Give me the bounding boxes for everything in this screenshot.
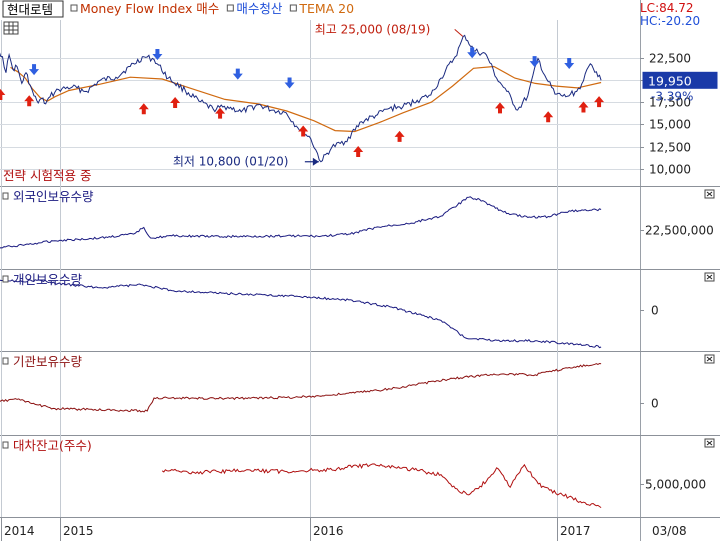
- panel-title-marker: [2, 357, 9, 365]
- hc-label: HC:-20.20: [640, 14, 700, 28]
- high-annotation: 최고 25,000 (08/19): [315, 22, 431, 36]
- last-price-box: [642, 71, 718, 89]
- low-annotation-arrowhead: [312, 157, 319, 166]
- buy-signal-arrow: [298, 125, 309, 137]
- buy-signal-arrow: [353, 145, 364, 157]
- tema-20-line: [10, 65, 602, 133]
- panel-line-individual: [0, 279, 602, 349]
- price-line: [0, 34, 602, 163]
- sell-signal-arrow: [232, 68, 243, 80]
- sell-signal-arrow: [284, 77, 295, 89]
- lc-label: LC:84.72: [640, 1, 693, 15]
- buy-signal-arrow: [394, 130, 405, 142]
- change-label: -3.39%: [651, 89, 693, 103]
- price-y-tick-label: 15,000: [649, 118, 691, 132]
- legend-item-label: Money Flow Index 매수: [80, 1, 219, 16]
- x-tick-label: 2017: [560, 524, 591, 538]
- price-y-tick-label: 17,500: [649, 96, 691, 110]
- buy-signal-arrow: [543, 111, 554, 123]
- close-icon-stroke: [706, 356, 713, 362]
- sell-signal-arrow: [152, 49, 163, 61]
- x-tick-label: 2016: [313, 524, 344, 538]
- panel-title-individual: 개인보유수량: [13, 272, 83, 287]
- panel-y-tick-label: 22,500,000: [645, 224, 714, 238]
- close-icon-stroke: [706, 191, 713, 197]
- panel-y-tick-label: 0: [651, 397, 659, 411]
- close-icon-stroke: [706, 440, 713, 446]
- high-annotation-arrow: [454, 28, 464, 37]
- price-y-tick-label: 22,500: [649, 52, 691, 66]
- buy-signal-arrow: [138, 103, 149, 115]
- legend-marker: [226, 4, 234, 12]
- close-icon-stroke: [706, 274, 713, 280]
- sell-signal-arrow: [467, 47, 478, 59]
- panel-y-tick-label: 0: [651, 304, 659, 318]
- panel-title-marker: [2, 275, 9, 283]
- panel-title-marker: [2, 192, 9, 200]
- signal-layer: [0, 47, 605, 157]
- strategy-status-text: 전략 시험적용 중: [3, 168, 91, 183]
- sell-signal-arrow: [529, 56, 540, 68]
- panel-title-foreign: 외국인보유수량: [13, 189, 94, 204]
- panel-close-button[interactable]: [704, 272, 715, 282]
- legend-item-label: TEMA 20: [298, 1, 354, 16]
- buy-signal-arrow: [495, 102, 505, 114]
- last-price-label: 19,950: [648, 73, 692, 88]
- x-end-label: 03/08: [652, 524, 687, 538]
- sell-signal-arrow: [564, 57, 575, 69]
- panel-close-button[interactable]: [704, 438, 715, 448]
- legend-marker: [70, 4, 78, 12]
- buy-signal-arrow: [24, 95, 35, 107]
- price-y-tick-label: 10,000: [649, 163, 691, 177]
- panel-title-institution: 기관보유수량: [13, 354, 83, 369]
- price-y-tick-label: 12,500: [649, 141, 691, 155]
- panel-line-foreign: [0, 196, 602, 249]
- sell-signal-arrow: [29, 64, 40, 76]
- panel-line-institution: [0, 362, 602, 413]
- grid-chart-icon-frame: [3, 21, 19, 35]
- panel-line-loan: [161, 463, 602, 509]
- legend-marker: [289, 4, 297, 12]
- low-annotation: 최저 10,800 (01/20): [173, 155, 289, 169]
- buy-signal-arrow: [578, 101, 589, 113]
- legend-symbol-name: 현대로템: [7, 2, 53, 17]
- panel-y-tick-label: 5,000,000: [645, 478, 706, 492]
- panel-title-marker: [2, 441, 9, 449]
- x-tick-label: 2015: [63, 524, 94, 538]
- symbol-box[interactable]: [2, 0, 64, 18]
- panel-close-button[interactable]: [704, 354, 715, 364]
- legend-item-label: 매수청산: [236, 1, 283, 16]
- grid-chart-icon[interactable]: [3, 21, 19, 35]
- buy-signal-arrow: [0, 88, 6, 100]
- panel-title-loan: 대차잔고(주수): [13, 438, 92, 453]
- buy-signal-arrow: [594, 96, 605, 108]
- buy-signal-arrow: [170, 97, 181, 108]
- panel-close-button[interactable]: [704, 189, 715, 199]
- buy-signal-arrow: [215, 107, 226, 119]
- series-layer: [0, 34, 602, 509]
- x-tick-label: 2014: [4, 524, 35, 538]
